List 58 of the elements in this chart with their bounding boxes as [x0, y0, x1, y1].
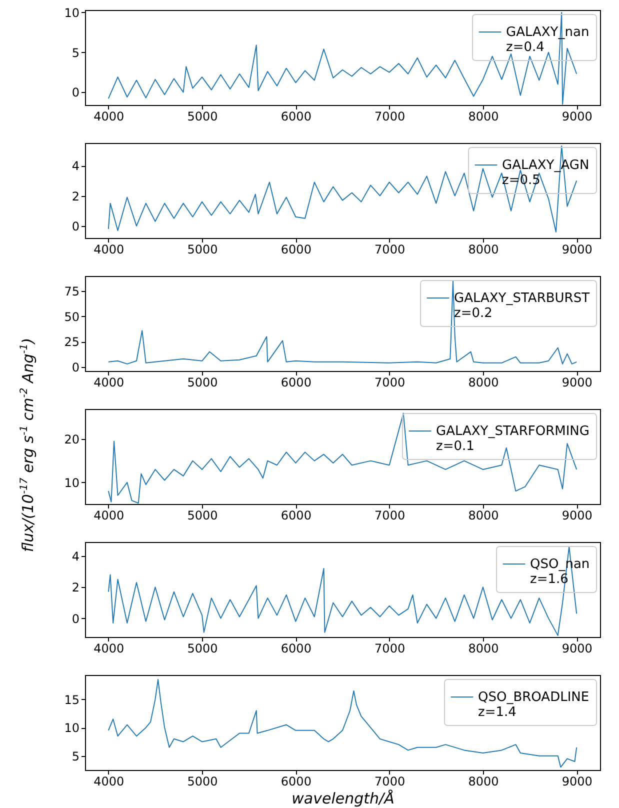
- x-tick-label: 6000: [280, 376, 312, 390]
- x-tick-label: 4000: [94, 242, 124, 256]
- x-tick-label: 6000: [280, 242, 312, 256]
- y-tick-label: 5: [72, 46, 80, 60]
- x-tick-label: 7000: [374, 774, 406, 788]
- x-tick-label: 6000: [280, 642, 312, 656]
- y-tick-label: 0: [72, 86, 80, 100]
- y-tick-label: 0: [72, 612, 80, 626]
- x-tick-label: 6000: [280, 774, 312, 788]
- x-tick-label: 5000: [187, 376, 218, 390]
- x-tick-label: 9000: [562, 508, 592, 522]
- x-tick-label: 5000: [187, 242, 218, 256]
- y-tick-label: 10: [64, 721, 80, 736]
- x-tick-label: 8000: [468, 110, 499, 124]
- x-tick-label: 9000: [562, 376, 592, 390]
- x-tick-label: 8000: [468, 242, 499, 256]
- y-tick-label: 10: [64, 6, 80, 20]
- x-tick-label: 5000: [187, 508, 218, 522]
- y-tick-label: 4: [72, 550, 80, 564]
- x-tick-label: 5000: [187, 642, 218, 656]
- x-tick-label: 8000: [468, 774, 499, 788]
- x-tick-label: 4000: [94, 376, 124, 390]
- x-tick-label: 9000: [562, 774, 592, 788]
- x-tick-label: 9000: [562, 110, 592, 124]
- x-tick-label: 4000: [94, 508, 124, 522]
- x-tick-label: 4000: [94, 110, 124, 124]
- x-tick-label: 7000: [374, 376, 406, 390]
- x-tick-label: 8000: [468, 376, 499, 390]
- legend-label: GALAXY_STARBURST z=0.2: [454, 291, 590, 321]
- x-axis-title: wavelength/Å: [292, 790, 394, 808]
- x-tick-label: 6000: [280, 508, 312, 522]
- x-tick-label: 9000: [562, 242, 592, 256]
- x-tick-label: 9000: [562, 642, 592, 656]
- y-tick-label: 2: [72, 580, 80, 595]
- y-tick-label: 20: [64, 432, 80, 447]
- x-tick-label: 8000: [468, 642, 499, 656]
- y-tick-label: 15: [64, 692, 80, 707]
- y-tick-label: 0: [72, 360, 80, 374]
- x-tick-label: 7000: [374, 242, 406, 256]
- x-tick-label: 7000: [374, 110, 406, 124]
- x-tick-label: 7000: [374, 642, 406, 656]
- x-tick-label: 5000: [187, 110, 218, 124]
- y-tick-label: 10: [64, 476, 80, 490]
- x-tick-label: 5000: [187, 774, 218, 788]
- y-tick-label: 25: [64, 335, 80, 350]
- y-tick-label: 50: [64, 310, 80, 324]
- y-tick-label: 5: [72, 749, 80, 764]
- y-tick-label: 75: [64, 284, 80, 299]
- x-tick-label: 6000: [280, 110, 312, 124]
- x-tick-label: 7000: [374, 508, 406, 522]
- legend-label: QSO_BROADLINE z=1.4: [478, 690, 590, 720]
- x-tick-label: 4000: [94, 642, 124, 656]
- x-tick-label: 8000: [468, 508, 499, 522]
- y-tick-label: 0: [72, 219, 80, 234]
- y-tick-label: 4: [72, 159, 80, 174]
- x-tick-label: 4000: [94, 774, 124, 788]
- legend-label: GALAXY_STARFORMING z=0.1: [436, 424, 590, 454]
- y-tick-label: 2: [72, 189, 80, 204]
